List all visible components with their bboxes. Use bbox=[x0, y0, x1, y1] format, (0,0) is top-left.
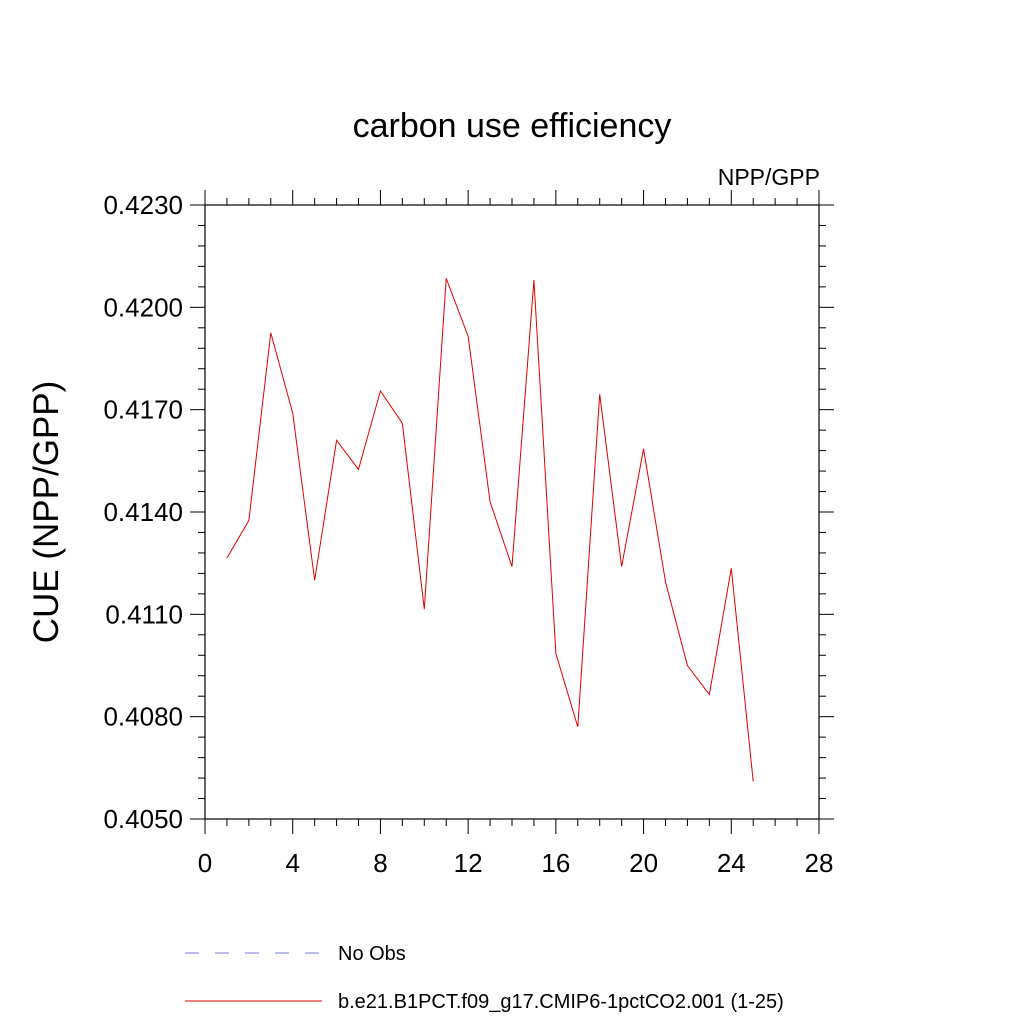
plot-frame bbox=[204, 204, 820, 820]
data-point bbox=[380, 390, 381, 391]
x-tick-label: 24 bbox=[717, 848, 746, 878]
y-tick-label: 0.4080 bbox=[103, 702, 183, 732]
tick-labels: 0 4 8 12 16 20 24 28 0.4050 0.4080 0.4110 0.4140 0.4… bbox=[103, 190, 833, 878]
x-tick-label: 0 bbox=[198, 848, 212, 878]
data-point bbox=[424, 609, 425, 610]
data-point bbox=[468, 336, 469, 337]
y-tick-label: 0.4110 bbox=[105, 599, 183, 629]
legend: No Obs b.e21.B1PCT.f09_g17.CMIP6-1pctCO2… bbox=[185, 943, 784, 1013]
data-point bbox=[731, 568, 732, 569]
data-point bbox=[621, 566, 622, 567]
data-point bbox=[599, 394, 600, 395]
x-tick-label: 16 bbox=[541, 848, 570, 878]
data-point bbox=[270, 332, 271, 333]
y-tick-label: 0.4140 bbox=[103, 497, 183, 527]
x-tick-label: 8 bbox=[373, 848, 387, 878]
data-point bbox=[577, 726, 578, 727]
data-point bbox=[709, 694, 710, 695]
data-point bbox=[490, 501, 491, 502]
series-line-0 bbox=[226, 278, 754, 782]
data-point bbox=[753, 781, 754, 782]
data-point bbox=[248, 520, 249, 521]
y-tick-label: 0.4170 bbox=[103, 395, 183, 425]
data-point bbox=[665, 581, 666, 582]
x-tick-label: 12 bbox=[454, 848, 483, 878]
chart-subtitle: NPP/GPP bbox=[718, 164, 820, 190]
data-point bbox=[555, 653, 556, 654]
data-point bbox=[314, 580, 315, 581]
data-point bbox=[446, 278, 447, 279]
x-tick-label: 28 bbox=[805, 848, 834, 878]
x-tick-label: 20 bbox=[629, 848, 658, 878]
series-layer bbox=[226, 278, 754, 782]
data-point bbox=[533, 280, 534, 281]
y-axis-label: CUE (NPP/GPP) bbox=[27, 381, 66, 644]
data-point bbox=[402, 423, 403, 424]
y-tick-label: 0.4200 bbox=[103, 292, 183, 322]
data-point bbox=[512, 566, 513, 567]
y-tick-label: 0.4230 bbox=[103, 190, 183, 220]
chart-title: carbon use efficiency bbox=[353, 107, 672, 145]
data-point bbox=[643, 448, 644, 449]
data-point bbox=[336, 440, 337, 441]
tick-marks bbox=[190, 190, 834, 834]
legend-label-no-obs: No Obs bbox=[338, 943, 406, 965]
legend-label-series: b.e21.B1PCT.f09_g17.CMIP6-1pctCO2.001 (1… bbox=[338, 991, 784, 1013]
data-point bbox=[358, 469, 359, 470]
y-tick-label: 0.4050 bbox=[103, 804, 183, 834]
data-point bbox=[226, 558, 227, 559]
data-point bbox=[292, 413, 293, 414]
x-tick-label: 4 bbox=[285, 848, 299, 878]
data-point bbox=[687, 665, 688, 666]
